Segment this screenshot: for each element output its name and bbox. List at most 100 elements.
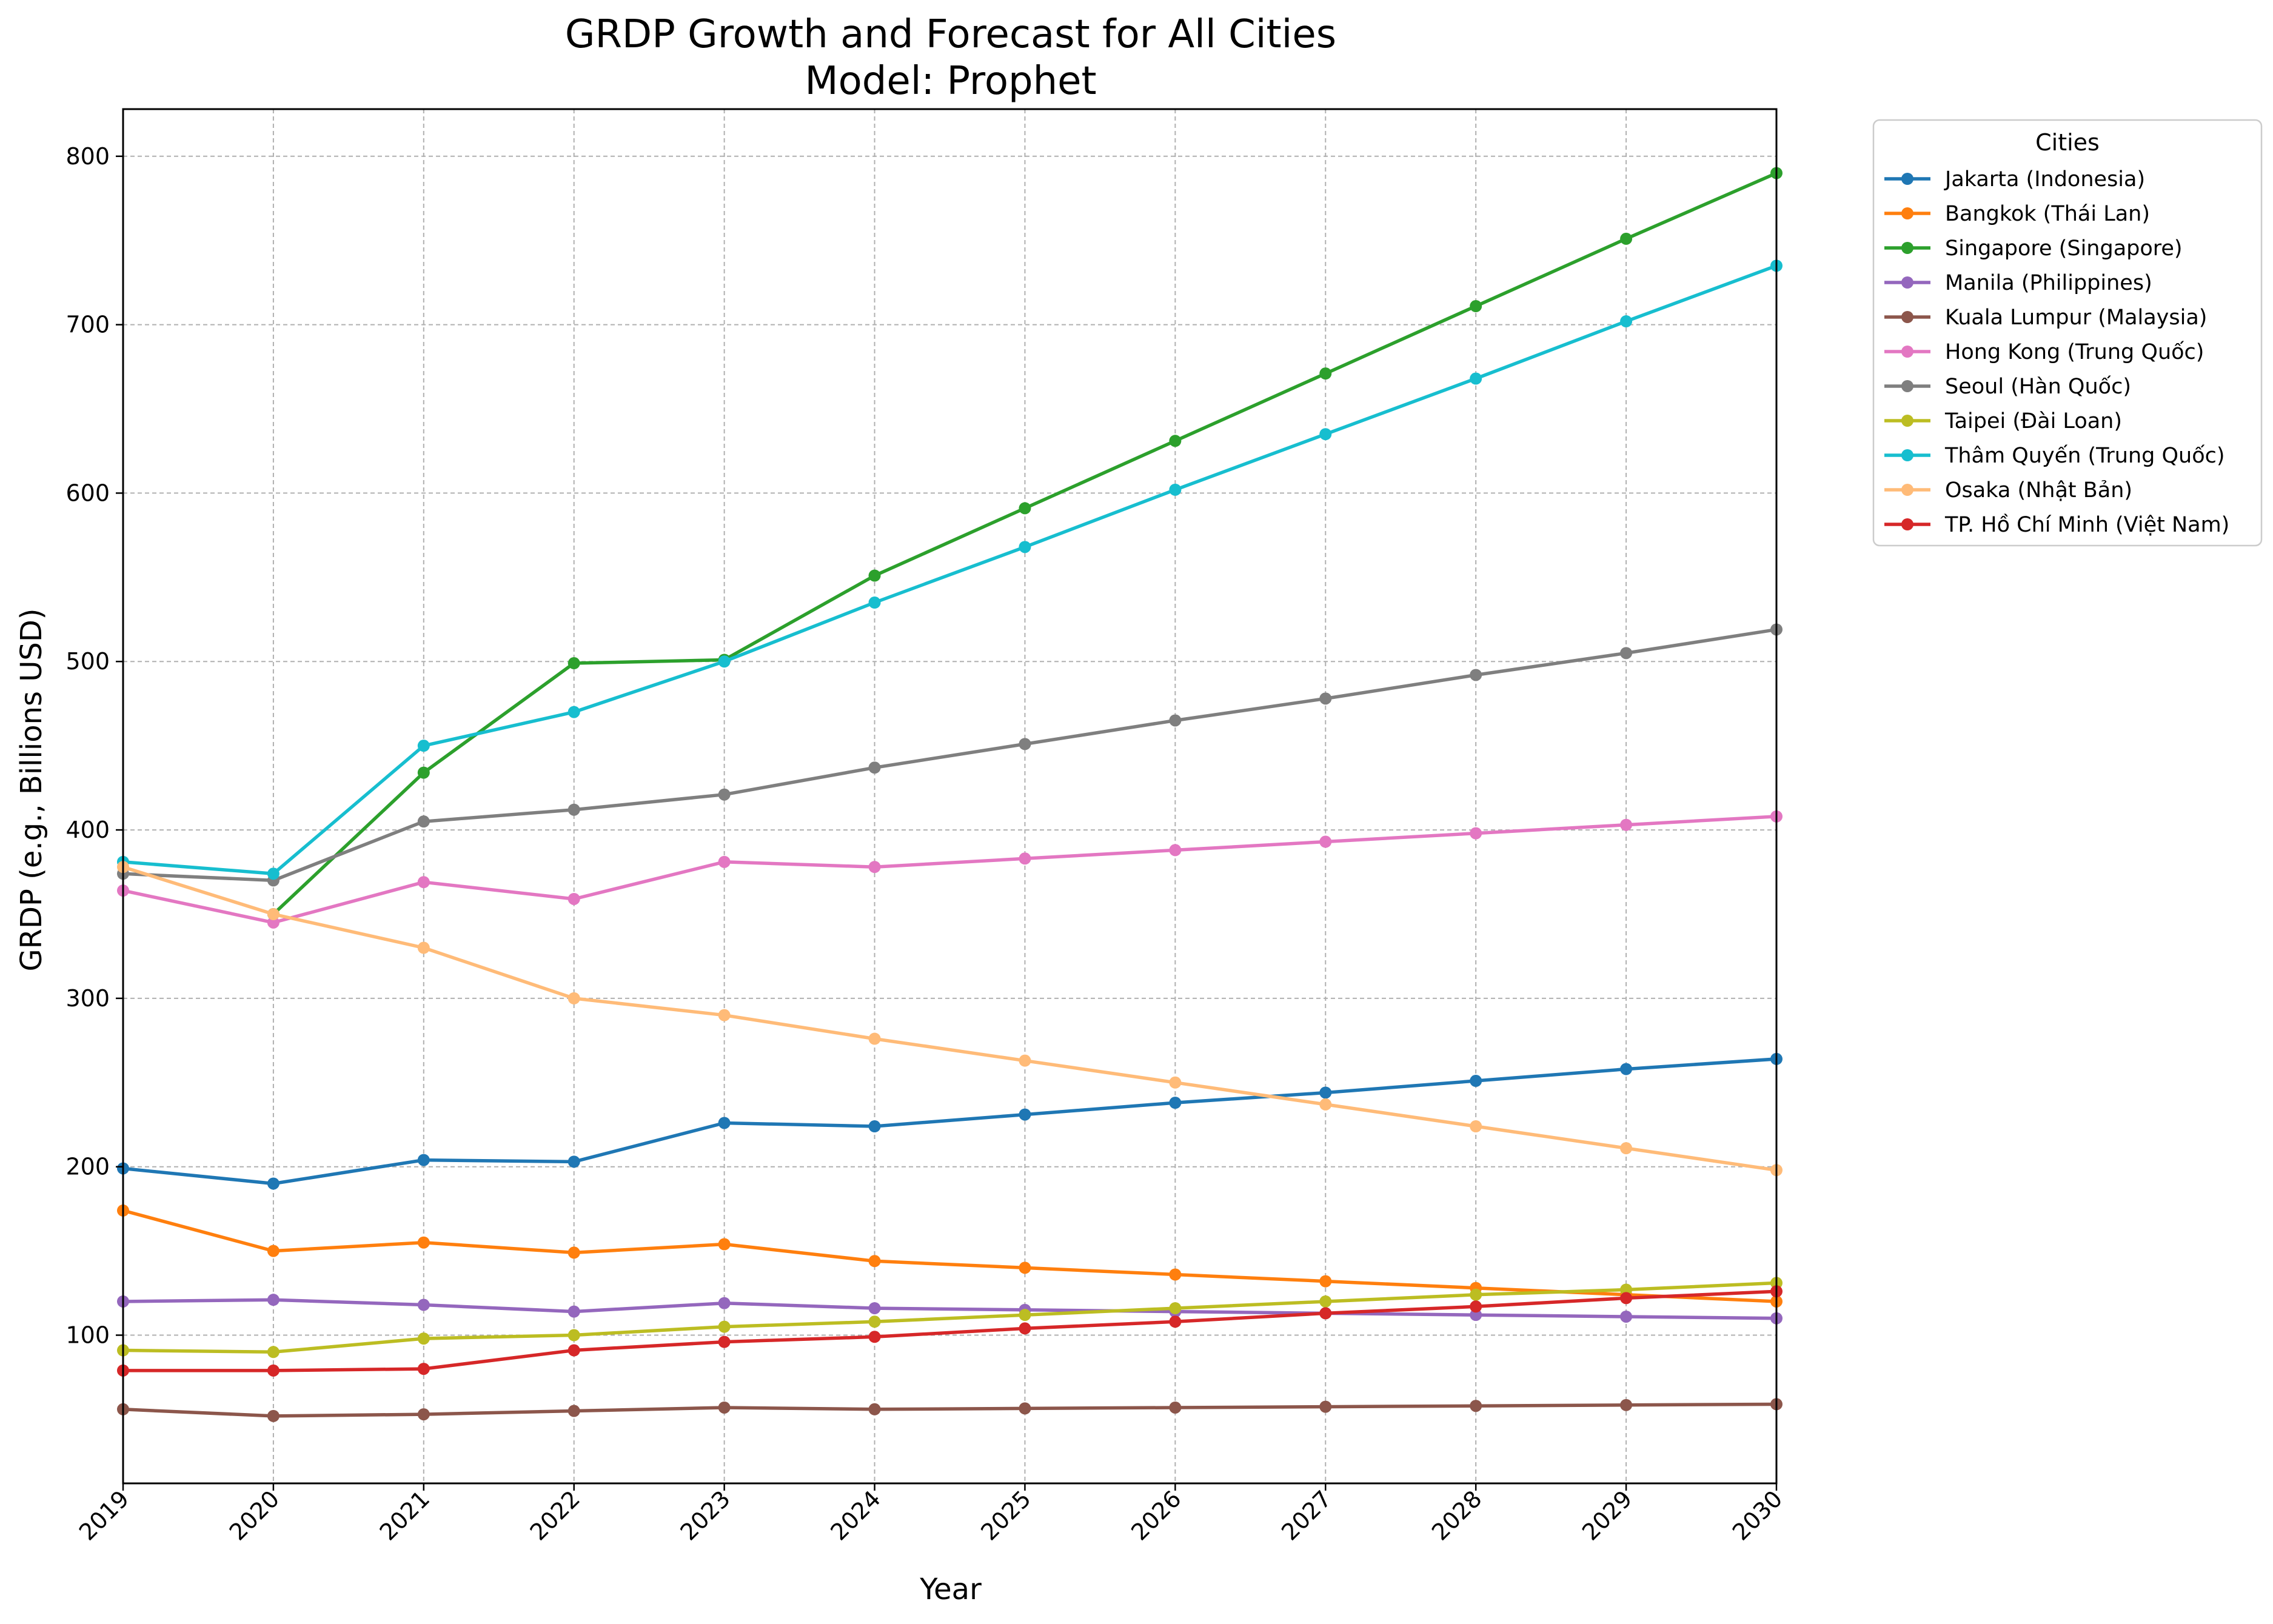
data-point (1620, 315, 1633, 328)
data-point (267, 1364, 280, 1377)
legend-item: Taipei (Đài Loan) (1884, 409, 2122, 433)
legend-label: Jakarta (Indonesia) (1944, 167, 2145, 192)
legend-swatch-marker (1901, 207, 1913, 219)
data-point (1169, 844, 1182, 857)
legend-swatch-marker (1901, 449, 1913, 461)
data-point (1169, 483, 1182, 496)
x-tick-label: 2027 (1276, 1485, 1337, 1546)
data-point (267, 1177, 280, 1190)
series-kuala-lumpur-malaysia (117, 1398, 1783, 1422)
data-point (567, 803, 580, 816)
data-point (718, 1238, 731, 1251)
data-point (1319, 367, 1332, 380)
legend-swatch-marker (1901, 484, 1913, 496)
chart-subtitle: Model: Prophet (805, 59, 1096, 104)
grid (122, 109, 1777, 1483)
legend-item: Manila (Philippines) (1884, 271, 2152, 295)
legend-item: Hong Kong (Trung Quốc) (1884, 340, 2204, 364)
data-point (1470, 372, 1482, 385)
data-point (1620, 1292, 1633, 1305)
data-point (417, 1154, 430, 1166)
data-point (1470, 1120, 1482, 1133)
series-osaka-nhat-ban (117, 861, 1783, 1177)
legend-swatch-marker (1901, 311, 1913, 323)
series-seoul-han-quoc (117, 623, 1783, 887)
data-point (1319, 1086, 1332, 1099)
series-line (121, 627, 1778, 883)
data-point (417, 766, 430, 779)
chart-title: GRDP Growth and Forecast for All Cities (565, 12, 1336, 57)
data-point (1470, 1309, 1482, 1322)
legend-swatch-marker (1901, 380, 1913, 392)
data-point (718, 1117, 731, 1129)
legend-swatch-marker (1901, 276, 1913, 289)
data-point (267, 1294, 280, 1306)
x-tick-label: 2019 (74, 1485, 135, 1546)
data-point (1019, 1261, 1031, 1274)
data-point (1319, 1295, 1332, 1308)
x-tick-label: 2022 (525, 1485, 586, 1546)
series-line (121, 1289, 1778, 1372)
data-point (1620, 1063, 1633, 1075)
data-point (567, 992, 580, 1004)
data-point (868, 1032, 881, 1045)
data-point (1019, 1402, 1031, 1415)
data-point (1319, 1275, 1332, 1288)
legend-label: Kuala Lumpur (Malaysia) (1945, 306, 2207, 330)
series-line (121, 815, 1778, 924)
data-point (417, 876, 430, 889)
data-point (417, 941, 430, 954)
x-tick-label: 2023 (675, 1485, 735, 1546)
data-point (1470, 1288, 1482, 1301)
data-point (1470, 1075, 1482, 1088)
y-tick-label: 100 (65, 1322, 110, 1349)
legend: Cities Jakarta (Indonesia) Bangkok (Thái … (1872, 119, 2263, 547)
data-point (1019, 541, 1031, 553)
data-point (417, 815, 430, 828)
data-point (267, 1346, 280, 1358)
series-line (121, 1402, 1778, 1418)
data-point (267, 867, 280, 880)
data-point (868, 1403, 881, 1415)
data-point (1470, 300, 1482, 313)
data-point (1470, 827, 1482, 840)
legend-item: Jakarta (Indonesia) (1884, 167, 2145, 192)
data-point (1019, 1322, 1031, 1335)
x-tick-label: 2024 (825, 1485, 886, 1546)
y-tick-label: 500 (65, 648, 110, 675)
data-point (1169, 1401, 1182, 1414)
data-point (417, 1236, 430, 1249)
data-point (718, 1320, 731, 1333)
series-lines (117, 167, 1783, 1422)
series-hong-kong-trung-quoc (117, 810, 1783, 929)
data-point (417, 1408, 430, 1421)
data-point (417, 1298, 430, 1311)
legend-title: Cities (2035, 129, 2100, 156)
data-point (1019, 1309, 1031, 1322)
series-manila-philippines (117, 1294, 1783, 1325)
legend-label: Manila (Philippines) (1945, 271, 2152, 295)
legend-item: Bangkok (Thái Lan) (1884, 202, 2150, 226)
data-point (1319, 1400, 1332, 1413)
data-point (1620, 818, 1633, 831)
data-point (417, 1332, 430, 1345)
x-tick-label: 2030 (1727, 1485, 1788, 1546)
data-point (1019, 852, 1031, 865)
x-tick-label: 2028 (1427, 1485, 1487, 1546)
series-line (121, 1057, 1778, 1186)
data-point (868, 596, 881, 609)
data-point (718, 1009, 731, 1021)
data-point (1470, 1400, 1482, 1412)
legend-items: Jakarta (Indonesia) Bangkok (Thái Lan) Sin… (1884, 167, 2229, 537)
data-point (1019, 502, 1031, 515)
legend-box (1872, 119, 2263, 547)
legend-swatch-marker (1901, 518, 1913, 530)
data-point (267, 1245, 280, 1257)
series-line (121, 1209, 1778, 1303)
data-point (1169, 1097, 1182, 1109)
data-point (1620, 1310, 1633, 1323)
series-taipei-dai-loan (117, 1277, 1783, 1358)
data-point (267, 916, 280, 929)
